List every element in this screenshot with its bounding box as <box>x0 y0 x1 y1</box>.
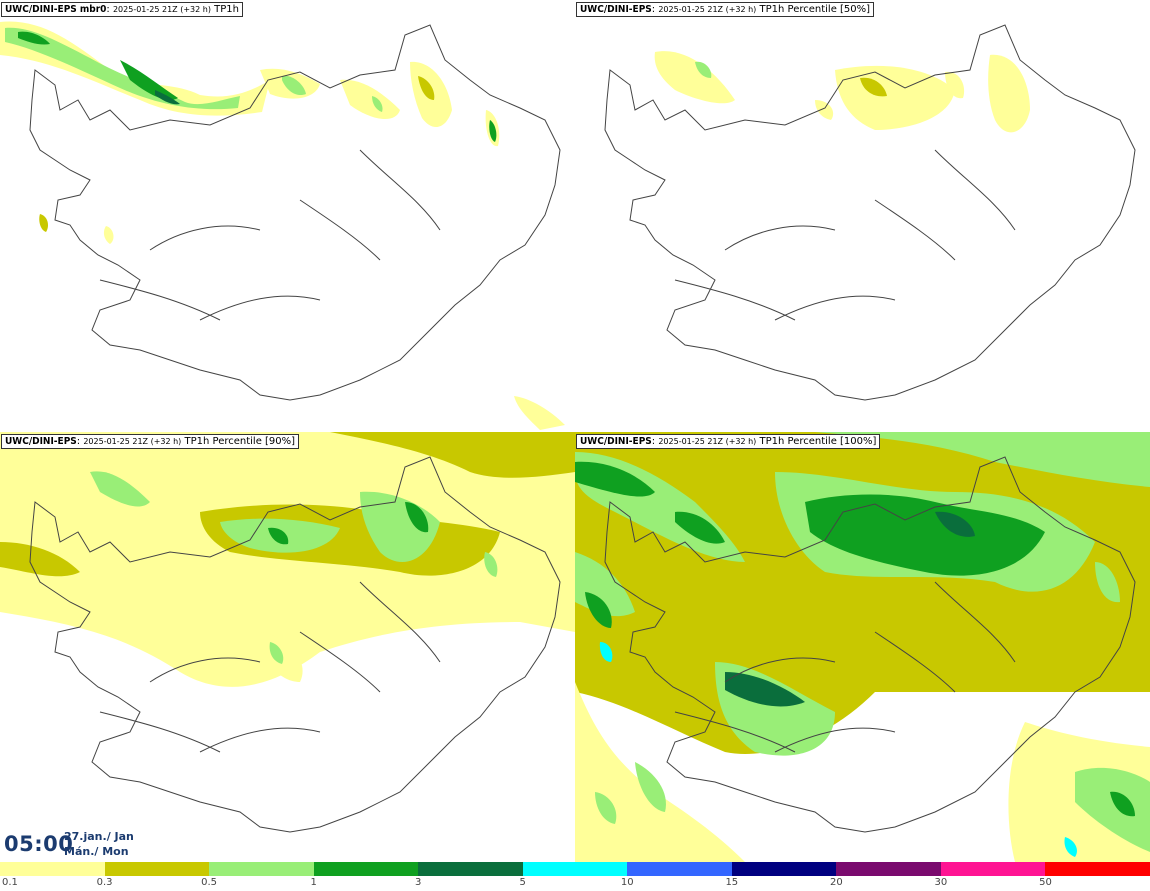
legend-tick-label: 15 <box>725 877 739 888</box>
valid-weekday: Mán./ Mon <box>64 845 129 858</box>
legend-swatch <box>209 862 314 876</box>
legend-swatch <box>836 862 941 876</box>
legend-swatch <box>940 862 1046 876</box>
precip-map <box>0 432 575 833</box>
precip-map <box>604 24 1136 401</box>
color-scale-ticks: 0.1 0.3 0.5 1 3 5 10 15 20 30 50 <box>0 876 1150 891</box>
map-panel-mbr0: UWC/DINI-EPS mbr0: 2025-01-25 21Z (+32 h… <box>0 0 575 430</box>
legend-swatch <box>0 862 105 876</box>
legend-swatch <box>104 862 210 876</box>
legend-tick-label: 30 <box>934 877 948 888</box>
legend-swatch <box>418 862 523 876</box>
legend-tick-label: 0.3 <box>96 877 113 888</box>
precip-field <box>654 51 1030 133</box>
valid-time: 05:00 <box>4 832 74 856</box>
legend-swatch <box>313 862 419 876</box>
panel-title: UWC/DINI-EPS: 2025-01-25 21Z (+32 h) TP1… <box>576 2 875 17</box>
legend-tick-label: 50 <box>1039 877 1052 888</box>
legend-swatch <box>522 862 628 876</box>
legend-swatch <box>1045 862 1150 876</box>
legend-tick-label: 1 <box>310 877 317 888</box>
precip-map <box>0 21 565 430</box>
map-panel-p90: UWC/DINI-EPS: 2025-01-25 21Z (+32 h) TP1… <box>0 432 575 862</box>
panel-title: UWC/DINI-EPS mbr0: 2025-01-25 21Z (+32 h… <box>1 2 243 17</box>
coastline <box>29 24 561 401</box>
valid-date: 27.jan./ Jan <box>64 830 134 843</box>
map-panel-p100: UWC/DINI-EPS: 2025-01-25 21Z (+32 h) TP1… <box>575 432 1150 862</box>
panel-title: UWC/DINI-EPS: 2025-01-25 21Z (+32 h) TP1… <box>1 434 300 449</box>
valid-time-box: 05:00 27.jan./ Jan Mán./ Mon <box>0 826 140 862</box>
legend-swatch <box>731 862 837 876</box>
coastline <box>604 456 1136 833</box>
map-panel-p50: UWC/DINI-EPS: 2025-01-25 21Z (+32 h) TP1… <box>575 0 1150 430</box>
coastline <box>29 456 561 833</box>
precip-field <box>575 432 1150 862</box>
legend-tick-label: 0.5 <box>201 877 218 888</box>
precip-map <box>575 432 1150 862</box>
legend-swatch <box>627 862 732 876</box>
legend-tick-label: 10 <box>620 877 634 888</box>
legend-tick-label: 0.1 <box>2 877 18 888</box>
panel-title: UWC/DINI-EPS: 2025-01-25 21Z (+32 h) TP1… <box>576 434 881 449</box>
precip-field <box>0 21 565 430</box>
legend-tick-label: 20 <box>829 877 843 888</box>
precip-field <box>0 432 575 687</box>
legend-tick-label: 5 <box>519 877 526 888</box>
color-scale-bar <box>0 862 1150 876</box>
legend-tick-label: 3 <box>414 877 422 888</box>
coastline <box>604 24 1136 401</box>
